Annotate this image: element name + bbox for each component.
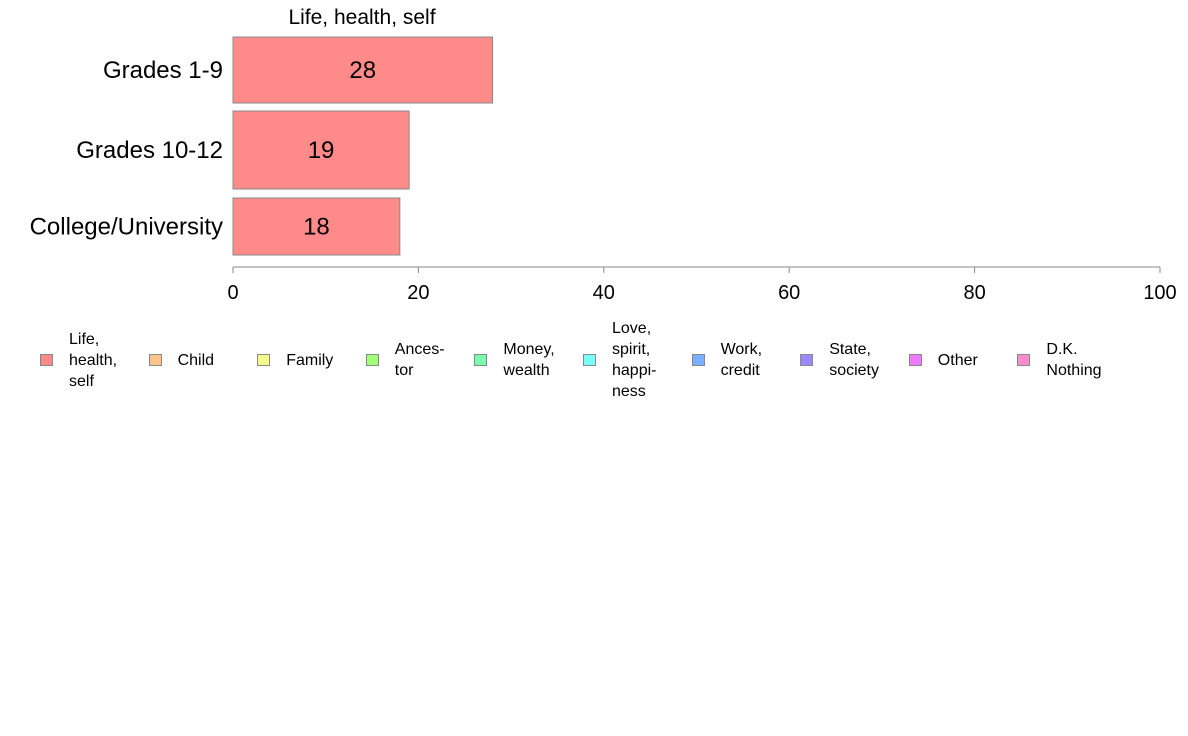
legend-label: Child [177,351,215,369]
x-tick-label: 0 [227,282,238,304]
legend-swatch [908,354,922,366]
legend-item: Child [148,318,215,402]
legend-label: Ances- tor [394,341,445,379]
legend-item: D.K. Nothing [1017,318,1102,402]
bars: Grades 1-9 28 Grades 10-12 19 College/Univer… [30,36,494,256]
category-label: Grades 10-12 [76,137,223,164]
bar [232,110,410,190]
legend-swatch [40,354,53,366]
legend-label: Life, health, self [69,330,118,390]
legend-label: Money, wealth [503,341,555,379]
x-axis: 0 20 40 60 80 100 [227,266,1177,304]
legend-item: Money, wealth [474,318,555,402]
legend-swatch [1017,354,1031,366]
data-label: 19 [308,137,335,164]
x-tick-label: 80 [963,282,985,304]
legend-swatch [691,354,705,366]
legend-swatch [583,354,596,366]
chart-title: Life, health, self [288,6,435,29]
legend-label: Work, credit [720,341,763,379]
x-tick-label: 60 [778,282,800,304]
data-label: 18 [303,214,330,241]
bar [232,36,494,104]
legend-label: D.K. Nothing [1046,341,1102,379]
x-tick-label: 40 [593,282,615,304]
legend-item: Ances- tor [365,318,445,402]
bar [232,197,401,256]
legend-item: Other [908,318,978,402]
legend-label: Love, spirit, happi- ness [612,320,657,400]
legend-item: Work, credit [691,318,763,402]
legend-item: State, society [800,318,879,402]
data-label: 28 [349,57,376,84]
legend-swatch [148,354,162,366]
legend-swatch [474,354,488,366]
category-label: College/University [30,214,223,241]
legend-swatch [365,354,379,366]
x-tick-label: 100 [1143,282,1176,304]
legend: Life, health, self Child Family Ances- tor M… [0,318,1188,408]
legend-label: State, society [829,341,879,379]
legend-label: Other [937,351,978,369]
legend-label: Family [286,351,334,369]
legend-swatch [257,354,271,366]
legend-swatch [800,354,814,366]
legend-item: Life, health, self [40,318,117,402]
category-label: Grades 1-9 [103,57,223,84]
legend-item: Love, spirit, happi- ness [583,318,656,402]
bar-chart: Life, health, self Grades 1-9 28 Grades 10… [30,6,1177,304]
legend-item: Family [257,318,333,402]
x-tick-label: 20 [407,282,429,304]
